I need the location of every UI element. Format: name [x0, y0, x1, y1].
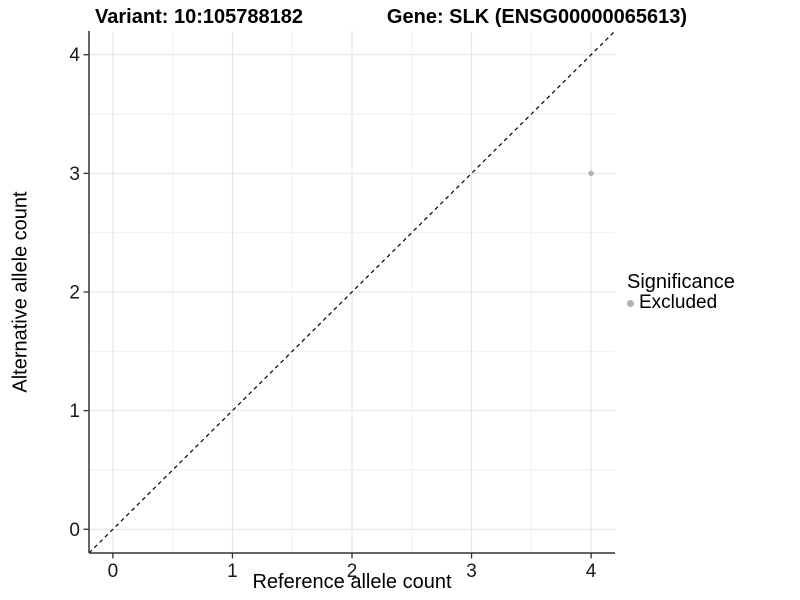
variant-title: Variant: 10:105788182	[95, 6, 303, 28]
x-tick-label: 0	[108, 561, 119, 582]
x-tick-label: 4	[586, 561, 597, 582]
data-point	[588, 170, 594, 177]
gene-title: Gene: SLK (ENSG00000065613)	[386, 6, 688, 28]
legend-item-excluded: Excluded	[627, 293, 735, 313]
x-axis-title: Reference allele count	[252, 571, 452, 593]
y-tick-label: 0	[69, 520, 80, 541]
x-tick-label: 3	[466, 561, 477, 582]
x-tick-label: 2	[347, 561, 358, 582]
y-tick-label: 3	[69, 164, 80, 185]
y-tick-label: 1	[69, 401, 80, 422]
legend-item-label: Excluded	[639, 292, 718, 313]
x-tick-label: 1	[227, 561, 238, 582]
y-tick-label: 4	[69, 45, 80, 66]
legend-point-icon	[627, 299, 634, 307]
y-tick-label: 2	[69, 283, 80, 304]
legend: Significance Excluded	[627, 272, 735, 313]
identity-line	[88, 30, 616, 554]
legend-title: Significance	[627, 271, 735, 293]
